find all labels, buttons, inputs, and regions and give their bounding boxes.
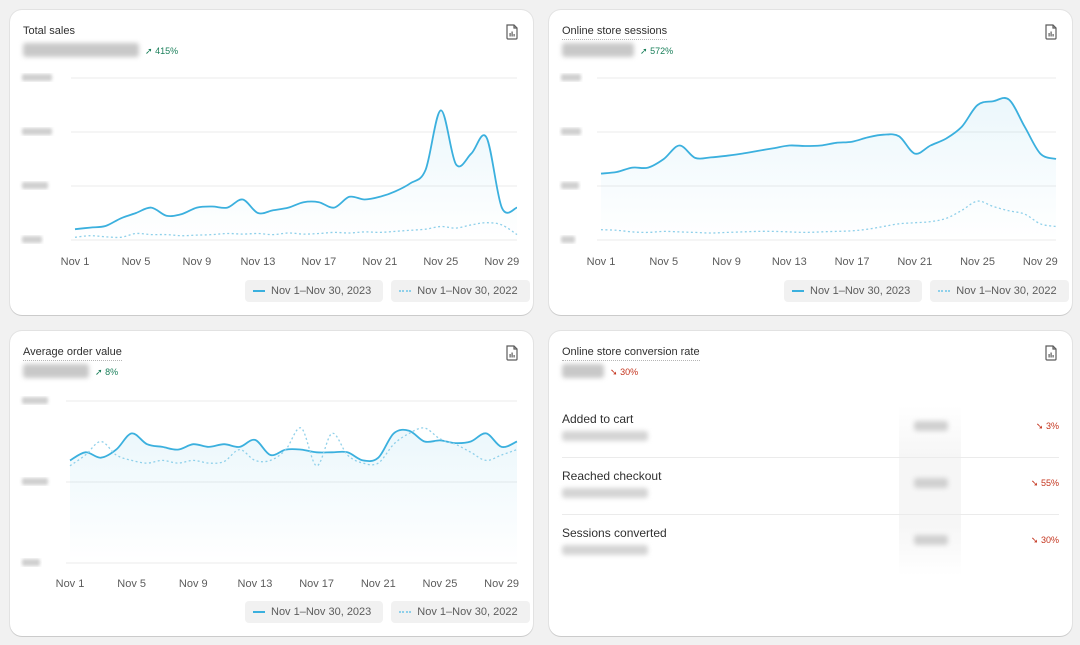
- x-tick-label: Nov 25: [423, 256, 458, 268]
- x-tick-label: Nov 9: [183, 256, 212, 268]
- series-line-previous: [69, 427, 518, 467]
- trend-up-icon: ➚: [95, 367, 103, 377]
- funnel-rate-value: [914, 478, 948, 488]
- export-report-icon[interactable]: [1044, 345, 1058, 361]
- sessions-chart: Nov 1 Nov 5 Nov 9 Nov 13 Nov 17 Nov 21 Nov 25 N…: [561, 74, 1058, 268]
- x-tick-label: Nov 17: [835, 256, 870, 268]
- series-line-current: [74, 109, 518, 231]
- funnel-sessions-count: [562, 431, 648, 441]
- total-sales-change: ➚ 415%: [145, 46, 179, 56]
- conversion-change: ➘ 30%: [610, 367, 639, 377]
- aov-chart: Nov 1 Nov 5 Nov 9 Nov 13 Nov 17 Nov 21 Nov 25 N…: [22, 397, 519, 590]
- sessions-legend: Nov 1–Nov 30, 2023 Nov 1–Nov 30, 2022: [784, 280, 1069, 302]
- conversion-title[interactable]: Online store conversion rate: [562, 346, 700, 361]
- x-tick-label: Nov 5: [649, 256, 678, 268]
- x-tick-label: Nov 21: [897, 256, 932, 268]
- sessions-value: [562, 43, 634, 57]
- export-report-icon[interactable]: [1044, 24, 1058, 40]
- y-tick-label-redacted: [22, 559, 40, 566]
- series-area-fill: [601, 97, 1056, 240]
- x-tick-label: Nov 5: [117, 578, 146, 590]
- x-tick-label: Nov 1: [56, 578, 85, 590]
- x-tick-label: Nov 17: [301, 256, 336, 268]
- funnel-row-sessions-converted[interactable]: Sessions converted ➘ 30%: [562, 516, 1059, 572]
- sessions-title[interactable]: Online store sessions: [562, 25, 668, 40]
- x-tick-label: Nov 9: [712, 256, 741, 268]
- x-tick-label: Nov 13: [772, 256, 807, 268]
- series-line-current: [600, 97, 1057, 175]
- funnel-change: ➘ 30%: [1030, 535, 1059, 545]
- y-tick-label-redacted: [22, 236, 42, 243]
- total-sales-chart: Nov 1 Nov 5 Nov 9 Nov 13 Nov 17 Nov 21 Nov 25 N…: [22, 74, 519, 268]
- funnel-sessions-count: [562, 488, 648, 498]
- funnel-row-added-to-cart[interactable]: Added to cart ➘ 3%: [562, 402, 1059, 458]
- funnel-change: ➘ 3%: [1035, 421, 1059, 431]
- funnel-row-reached-checkout[interactable]: Reached checkout ➘ 55%: [562, 459, 1059, 515]
- x-tick-label: Nov 25: [960, 256, 995, 268]
- aov-value: [23, 364, 89, 378]
- y-tick-label-redacted: [22, 74, 52, 81]
- x-tick-label: Nov 5: [122, 256, 151, 268]
- x-tick-label: Nov 21: [361, 578, 396, 590]
- legend-previous[interactable]: Nov 1–Nov 30, 2022: [391, 601, 530, 623]
- x-tick-label: Nov 17: [299, 578, 334, 590]
- y-tick-label-redacted: [22, 478, 48, 485]
- legend-current[interactable]: Nov 1–Nov 30, 2023: [245, 280, 384, 302]
- export-report-icon[interactable]: [505, 345, 519, 361]
- y-tick-label-redacted: [561, 74, 581, 81]
- aov-legend: Nov 1–Nov 30, 2023 Nov 1–Nov 30, 2022: [245, 601, 530, 623]
- x-tick-label: Nov 1: [587, 256, 616, 268]
- total-sales-legend: Nov 1–Nov 30, 2023 Nov 1–Nov 30, 2022: [245, 280, 530, 302]
- aov-card: Average order value ➚ 8% Nov 1 Nov 5 Nov 9…: [10, 331, 533, 636]
- legend-previous[interactable]: Nov 1–Nov 30, 2022: [391, 280, 530, 302]
- x-tick-label: Nov 9: [179, 578, 208, 590]
- series-line-current: [69, 428, 518, 463]
- x-tick-label: Nov 1: [61, 256, 90, 268]
- aov-change: ➚ 8%: [95, 367, 119, 377]
- export-report-icon[interactable]: [505, 24, 519, 40]
- x-tick-label: Nov 25: [423, 578, 458, 590]
- series-line-previous: [74, 222, 518, 239]
- trend-down-icon: ➘: [1030, 535, 1039, 545]
- x-tick-label: Nov 13: [238, 578, 273, 590]
- legend-current[interactable]: Nov 1–Nov 30, 2023: [784, 280, 923, 302]
- conversion-card: Online store conversion rate ➘ 30% Added…: [549, 331, 1072, 636]
- funnel-column-shade: [899, 406, 961, 576]
- total-sales-card: Total sales ➚ 415% Nov 1 Nov 5 Nov 9 Nov 13…: [10, 10, 533, 315]
- x-tick-label: Nov 29: [484, 578, 519, 590]
- funnel-rate-value: [914, 421, 948, 431]
- trend-up-icon: ➚: [145, 46, 153, 56]
- aov-title[interactable]: Average order value: [23, 346, 122, 361]
- sessions-change: ➚ 572%: [640, 46, 674, 56]
- series-area-fill: [75, 110, 517, 241]
- y-tick-label-redacted: [561, 128, 581, 135]
- y-tick-label-redacted: [561, 236, 575, 243]
- funnel-change: ➘ 55%: [1030, 478, 1059, 488]
- y-tick-label-redacted: [22, 397, 48, 404]
- trend-down-icon: ➘: [610, 367, 618, 377]
- y-tick-label-redacted: [561, 182, 579, 189]
- trend-up-icon: ➚: [640, 46, 648, 56]
- legend-current[interactable]: Nov 1–Nov 30, 2023: [245, 601, 384, 623]
- total-sales-title[interactable]: Total sales: [23, 25, 75, 37]
- trend-down-icon: ➘: [1030, 478, 1039, 488]
- x-tick-label: Nov 21: [362, 256, 397, 268]
- total-sales-value: [23, 43, 139, 57]
- y-tick-label-redacted: [22, 128, 52, 135]
- x-tick-label: Nov 29: [1023, 256, 1058, 268]
- y-tick-label-redacted: [22, 182, 48, 189]
- series-line-previous: [600, 200, 1057, 234]
- funnel-sessions-count: [562, 545, 648, 555]
- x-tick-label: Nov 13: [240, 256, 275, 268]
- x-tick-label: Nov 29: [484, 256, 519, 268]
- funnel-rate-value: [914, 535, 948, 545]
- trend-down-icon: ➘: [1035, 421, 1044, 431]
- conversion-value: [562, 364, 604, 378]
- legend-previous[interactable]: Nov 1–Nov 30, 2022: [930, 280, 1069, 302]
